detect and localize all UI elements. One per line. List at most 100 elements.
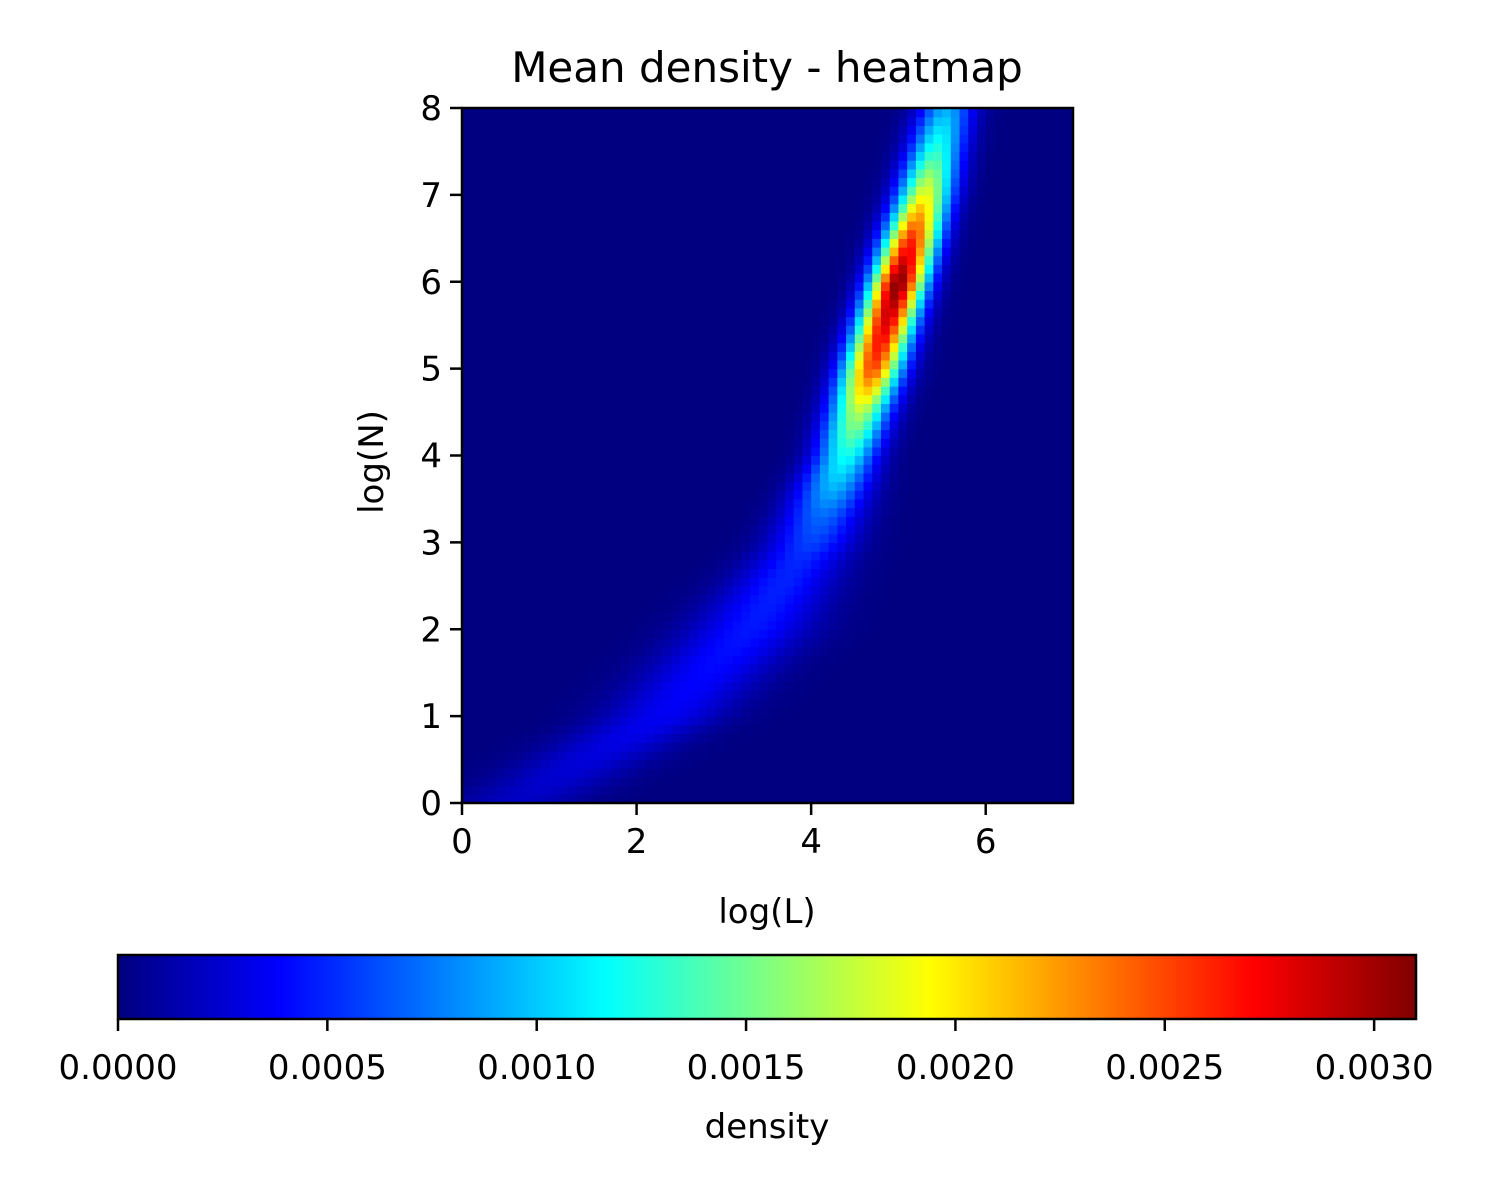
heatmap-cell	[811, 525, 821, 535]
heatmap-cell	[1038, 672, 1048, 682]
heatmap-cell	[767, 351, 777, 361]
heatmap-cell	[741, 264, 751, 274]
heatmap-cell	[784, 455, 795, 465]
heatmap-cell	[671, 516, 681, 526]
heatmap-cell	[758, 359, 769, 370]
heatmap-cell	[933, 733, 943, 743]
heatmap-cell	[462, 386, 472, 396]
heatmap-cell	[793, 611, 804, 622]
heatmap-cell	[1038, 516, 1048, 526]
heatmap-cell	[933, 481, 943, 491]
heatmap-cell	[767, 672, 777, 682]
heatmap-cell	[924, 646, 934, 656]
heatmap-cell	[662, 203, 673, 213]
heatmap-cell	[697, 247, 707, 257]
heatmap-cell	[1029, 750, 1039, 761]
heatmap-cell	[750, 403, 760, 413]
heatmap-cell	[662, 776, 673, 787]
heatmap-cell	[880, 785, 891, 795]
heatmap-cell	[584, 342, 594, 352]
heatmap-cell	[750, 490, 760, 500]
heatmap-cell	[654, 742, 664, 752]
heatmap-cell	[985, 342, 996, 352]
heatmap-cell	[601, 229, 611, 239]
heatmap-cell	[802, 464, 812, 474]
heatmap-cell	[654, 351, 664, 361]
heatmap-cell	[942, 672, 952, 682]
heatmap-cell	[1038, 603, 1048, 613]
heatmap-cell	[942, 759, 952, 769]
heatmap-cell	[767, 664, 777, 674]
heatmap-cell	[898, 568, 908, 578]
heatmap-cell	[662, 229, 673, 239]
heatmap-cell	[924, 220, 934, 231]
heatmap-cell	[645, 394, 655, 404]
heatmap-cell	[750, 420, 760, 431]
heatmap-cell	[976, 707, 987, 717]
heatmap-cell	[741, 707, 751, 717]
heatmap-cell	[523, 733, 533, 743]
heatmap-cell	[1011, 672, 1022, 682]
heatmap-cell	[793, 264, 804, 274]
heatmap-cell	[505, 742, 515, 752]
heatmap-cell	[994, 412, 1004, 422]
heatmap-cell	[645, 603, 655, 613]
heatmap-cell	[488, 403, 498, 413]
heatmap-cell	[514, 698, 524, 709]
heatmap-cell	[697, 203, 707, 213]
heatmap-cell	[811, 281, 821, 292]
heatmap-cell	[645, 194, 655, 205]
heatmap-cell	[811, 255, 821, 265]
heatmap-cell	[627, 516, 638, 526]
heatmap-cell	[479, 498, 489, 509]
heatmap-cell	[1029, 194, 1039, 205]
heatmap-cell	[505, 490, 515, 500]
heatmap-cell	[654, 724, 664, 735]
heatmap-cell	[488, 655, 498, 665]
heatmap-cell	[863, 290, 873, 300]
heatmap-cell	[662, 525, 673, 535]
heatmap-cell	[837, 516, 847, 526]
heatmap-cell	[575, 516, 585, 526]
heatmap-cell	[514, 446, 524, 457]
heatmap-cell	[470, 551, 481, 561]
heatmap-cell	[549, 785, 559, 795]
heatmap-cell	[627, 273, 638, 283]
heatmap-cell	[880, 724, 891, 735]
heatmap-cell	[645, 281, 655, 292]
heatmap-cell	[985, 403, 996, 413]
heatmap-cell	[662, 724, 673, 735]
heatmap-cell	[994, 559, 1004, 570]
heatmap-cell	[505, 255, 515, 265]
heatmap-cell	[627, 724, 638, 735]
heatmap-cell	[793, 368, 804, 378]
heatmap-cell	[540, 247, 550, 257]
heatmap-cell	[741, 603, 751, 613]
heatmap-cell	[819, 273, 830, 283]
heatmap-cell	[880, 377, 891, 387]
heatmap-cell	[680, 785, 690, 795]
heatmap-cell	[592, 516, 603, 526]
heatmap-cell	[732, 490, 742, 500]
heatmap-cell	[854, 429, 865, 439]
heatmap-cell	[636, 472, 646, 483]
heatmap-cell	[863, 386, 873, 396]
heatmap-cell	[915, 290, 926, 300]
heatmap-cell	[994, 377, 1004, 387]
heatmap-cell	[592, 794, 603, 804]
heatmap-cell	[627, 577, 638, 587]
heatmap-cell	[592, 733, 603, 743]
heatmap-cell	[706, 264, 716, 274]
heatmap-cell	[505, 264, 515, 274]
heatmap-cell	[889, 273, 900, 283]
heatmap-cell	[968, 238, 978, 248]
heatmap-cell	[688, 281, 699, 292]
heatmap-cell	[776, 203, 786, 213]
heatmap-cell	[523, 386, 533, 396]
heatmap-cell	[470, 377, 481, 387]
heatmap-cell	[846, 333, 856, 344]
heatmap-cell	[758, 664, 769, 674]
heatmap-cell	[671, 412, 681, 422]
heatmap-cell	[933, 785, 943, 795]
heatmap-cell	[802, 377, 812, 387]
